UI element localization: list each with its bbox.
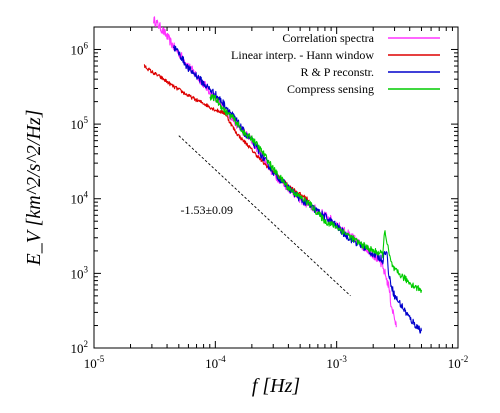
y-tick-label: 103 — [71, 264, 89, 281]
x-tick-label: 10-3 — [326, 354, 347, 371]
ticks-layer: 10-5 10-4 10-3 10-2 102 103 104 105 106 — [71, 26, 469, 371]
y-axis-label: E_V [km^2/s^2/Hz] — [23, 110, 45, 267]
y-tick-label: 105 — [71, 115, 89, 132]
x-tick-label: 10-5 — [84, 354, 105, 371]
legend-label: R & P reconstr. — [300, 65, 374, 79]
fit-layer — [178, 135, 351, 297]
legend-label: Correlation spectra — [282, 31, 374, 45]
x-tick-label: 10-2 — [448, 354, 469, 371]
legend: Correlation spectra Linear interp. - Hann… — [231, 31, 440, 96]
slope-annotation: -1.53±0.09 — [180, 203, 233, 217]
x-tick-label: 10-4 — [205, 354, 226, 371]
plot-frame — [93, 26, 459, 349]
series-line-4 — [209, 93, 423, 294]
legend-label: Compress sensing — [287, 82, 374, 96]
series-layer — [143, 16, 423, 334]
y-tick-label: 104 — [71, 190, 89, 207]
label-layer: -1.53±0.09 f [Hz] E_V [km^2/s^2/Hz] — [23, 110, 300, 397]
y-tick-label: 102 — [71, 339, 89, 356]
fit-line — [178, 135, 351, 297]
x-axis-label: f [Hz] — [252, 375, 300, 397]
y-tick-label: 106 — [71, 40, 89, 57]
legend-label: Linear interp. - Hann window — [231, 48, 374, 62]
